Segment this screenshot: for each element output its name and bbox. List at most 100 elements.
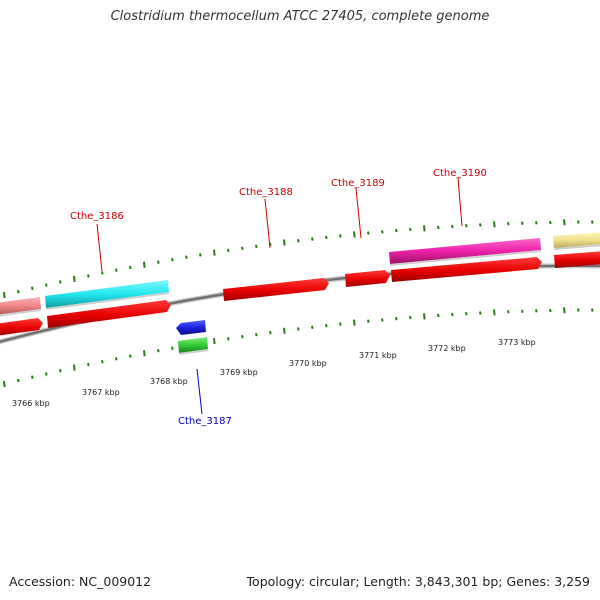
- minor-tick: [479, 223, 482, 227]
- major-tick: [283, 239, 286, 246]
- kbp-scale-labels: 3766 kbp 3767 kbp 3768 kbp 3769 kbp 3770…: [12, 338, 536, 408]
- major-tick: [353, 231, 356, 238]
- major-tick: [3, 291, 6, 299]
- major-tick: [423, 313, 426, 320]
- green-feature[interactable]: [178, 337, 209, 355]
- minor-tick: [101, 359, 104, 364]
- minor-tick: [395, 316, 398, 321]
- gene-labels: Cthe_3186 Cthe_3187 Cthe_3188 Cthe_3189 …: [70, 168, 487, 427]
- minor-tick: [381, 318, 384, 322]
- gene-label-text: Cthe_3190: [433, 168, 487, 179]
- major-tick: [73, 275, 76, 282]
- reverse-strand-row: [176, 320, 209, 355]
- minor-tick: [241, 335, 244, 339]
- major-tick: [73, 364, 76, 371]
- minor-tick: [521, 221, 524, 225]
- kbp-label: 3772 kbp: [428, 344, 466, 353]
- major-tick: [493, 221, 496, 228]
- minor-tick: [465, 312, 468, 316]
- yellow-feature[interactable]: [553, 232, 600, 250]
- minor-tick: [31, 286, 34, 291]
- minor-tick: [297, 327, 300, 331]
- gene-label-text: Cthe_3186: [70, 211, 124, 222]
- map-title: Clostridium thermocellum ATCC 27405, com…: [110, 9, 490, 24]
- cds-arrow[interactable]: [223, 278, 329, 301]
- cds-arrow[interactable]: [345, 270, 390, 287]
- gene-label-cthe3187[interactable]: Cthe_3187: [178, 368, 232, 427]
- accession-label: Accession:: [9, 574, 76, 589]
- major-tick: [143, 350, 146, 357]
- minor-tick: [227, 337, 230, 341]
- genome-stats-footer: Topology: circular; Length: 3,843,301 bp…: [246, 574, 590, 589]
- minor-tick: [157, 260, 160, 264]
- minor-tick: [255, 332, 258, 337]
- genome-backbone: [0, 263, 600, 345]
- minor-tick: [507, 222, 510, 226]
- upper-tick-track: [3, 219, 594, 299]
- minor-tick: [325, 323, 328, 328]
- cds-arrow[interactable]: [554, 251, 600, 268]
- minor-tick: [171, 346, 174, 350]
- genes-label: Genes:: [506, 574, 551, 589]
- cds-arrow[interactable]: [0, 318, 43, 336]
- minor-tick: [311, 237, 314, 241]
- major-tick: [143, 261, 146, 268]
- gene-label-text: Cthe_3188: [239, 187, 293, 198]
- minor-tick: [591, 308, 594, 312]
- magenta-feature[interactable]: [389, 238, 542, 266]
- minor-tick: [549, 220, 552, 225]
- minor-tick: [451, 224, 454, 229]
- gene-label-cthe3190[interactable]: Cthe_3190: [433, 168, 487, 227]
- minor-tick: [241, 246, 244, 251]
- gene-label-cthe3189[interactable]: Cthe_3189: [331, 178, 385, 239]
- major-tick: [493, 309, 496, 316]
- minor-tick: [311, 325, 314, 329]
- minor-tick: [479, 311, 482, 315]
- major-tick: [563, 219, 566, 226]
- length-label: Length:: [363, 574, 411, 589]
- minor-tick: [129, 265, 132, 270]
- minor-tick: [87, 274, 90, 278]
- minor-tick: [45, 372, 48, 376]
- cds-arrow[interactable]: [391, 257, 542, 282]
- cds-arrow[interactable]: [47, 300, 171, 328]
- kbp-label: 3766 kbp: [12, 399, 50, 408]
- minor-tick: [437, 225, 440, 230]
- minor-tick: [381, 230, 384, 234]
- minor-tick: [17, 378, 20, 383]
- gene-label-cthe3188[interactable]: Cthe_3188: [239, 187, 293, 249]
- minor-tick: [157, 349, 160, 353]
- minor-tick: [577, 308, 580, 312]
- gene-label-cthe3186[interactable]: Cthe_3186: [70, 211, 124, 272]
- accession-value: NC_009012: [79, 574, 152, 589]
- major-tick: [3, 380, 6, 388]
- minor-tick: [367, 231, 370, 235]
- minor-tick: [31, 375, 34, 379]
- salmon-feature[interactable]: [0, 297, 42, 317]
- minor-tick: [451, 312, 454, 317]
- minor-tick: [465, 223, 468, 228]
- lower-tick-track: [3, 307, 594, 388]
- minor-tick: [87, 362, 90, 367]
- minor-tick: [409, 227, 412, 232]
- minor-tick: [199, 253, 202, 257]
- topology-label: Topology:: [246, 574, 306, 589]
- minor-tick: [59, 280, 62, 284]
- length-value: 3,843,301 bp: [414, 574, 499, 589]
- minor-tick: [591, 220, 594, 224]
- kbp-label: 3768 kbp: [150, 377, 188, 386]
- minor-tick: [129, 354, 132, 358]
- major-tick: [563, 307, 566, 314]
- genes-value: 3,259: [554, 574, 590, 589]
- minor-tick: [395, 228, 398, 233]
- minor-tick: [17, 289, 20, 294]
- kbp-label: 3769 kbp: [220, 368, 258, 377]
- minor-tick: [325, 235, 328, 240]
- minor-tick: [227, 248, 230, 253]
- minor-tick: [549, 308, 552, 313]
- blue-feature-arrow[interactable]: [176, 320, 206, 335]
- kbp-label: 3771 kbp: [359, 351, 397, 360]
- cyan-feature[interactable]: [45, 280, 170, 310]
